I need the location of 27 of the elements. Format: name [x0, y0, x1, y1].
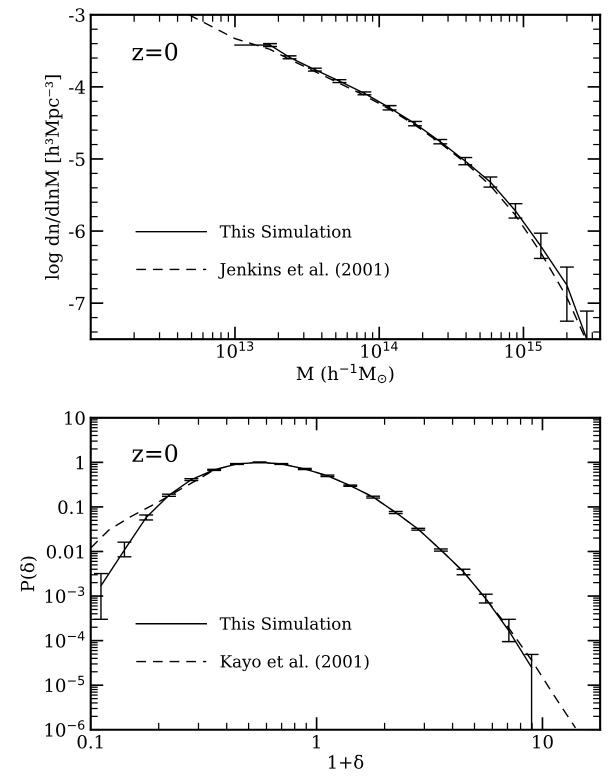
x-tick-label: 1 — [313, 734, 320, 748]
y-tick-label: 10$^{−4}$ — [46, 631, 85, 648]
y-tick-label: 0.01 — [46, 544, 84, 559]
y-tick-label: 10$^{−5}$ — [46, 676, 84, 692]
y-tick-label: 10$^{−3}$ — [46, 586, 84, 604]
x-tick-label: 10 — [533, 734, 553, 749]
y-axis-title: P(δ) — [20, 556, 37, 592]
x-tick-label: 10$^{14}$ — [361, 342, 398, 358]
x-axis-title: M (h$^{−1}$M$_{⊙}$) — [296, 364, 394, 384]
y-tick-label: -6 — [69, 224, 85, 238]
annotation: z=0 — [132, 42, 178, 61]
annotation: z=0 — [132, 444, 178, 462]
legend-label: Kayo et al. (2001) — [220, 654, 369, 672]
y-axis-title: log dn/dlnM [h³Mpc⁻³] — [44, 75, 63, 280]
y-tick-label: 10 — [65, 411, 85, 425]
y-tick-label: -7 — [69, 296, 85, 310]
y-tick-label: -5 — [69, 152, 84, 166]
y-tick-label: 0.1 — [58, 500, 84, 514]
x-axis-title: 1+δ — [328, 754, 364, 769]
legend-label: Jenkins et al. (2001) — [218, 262, 389, 279]
y-tick-label: -4 — [69, 80, 85, 94]
x-tick-label: 10$^{13}$ — [217, 341, 254, 358]
legend-label: This Simulation — [220, 616, 352, 630]
x-tick-label: 10$^{15}$ — [506, 342, 542, 358]
y-tick-label: 1 — [76, 456, 84, 470]
y-tick-label: -3 — [69, 8, 85, 22]
legend-label: This Simulation — [220, 224, 352, 238]
